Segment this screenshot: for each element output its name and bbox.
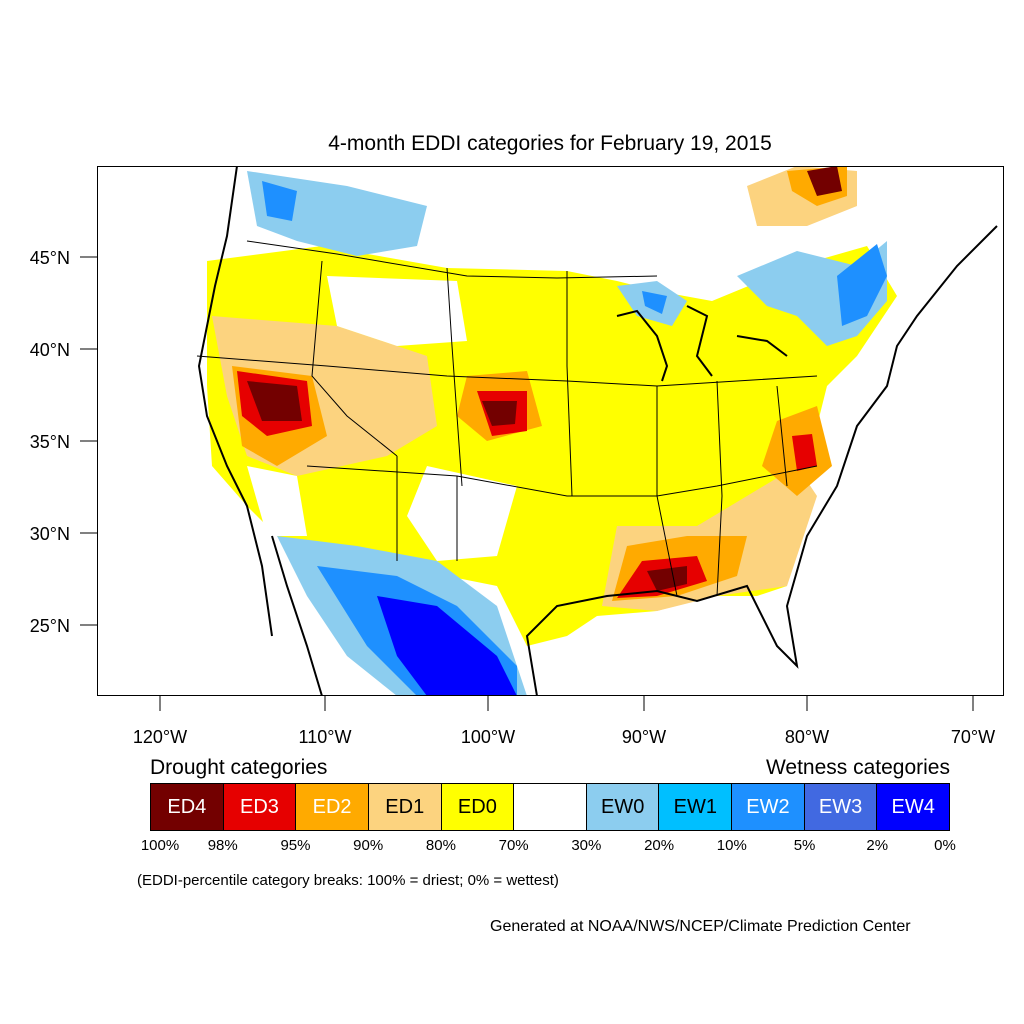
lon-ticks — [159, 695, 974, 711]
legend-break-label: 10% — [716, 837, 747, 854]
wetness-heading: Wetness categories — [765, 756, 950, 779]
legend-break-label: 95% — [280, 837, 311, 854]
lon-label: 90°W — [621, 727, 667, 747]
legend-break-label: 2% — [866, 837, 889, 854]
legend-swatch-ew1: EW1 — [659, 784, 733, 830]
lon-label: 100°W — [460, 727, 516, 747]
lat-label: 45°N — [29, 248, 70, 268]
lon-label: 110°W — [298, 727, 352, 747]
lon-label: 80°W — [784, 727, 830, 747]
credit-line: Generated at NOAA/NWS/NCEP/Climate Predi… — [490, 918, 911, 935]
legend-swatch-ed4: ED4 — [151, 784, 224, 830]
legend-swatch-ed2: ED2 — [296, 784, 369, 830]
lat-ticks — [80, 256, 97, 626]
map-title: 4-month EDDI categories for February 19,… — [328, 132, 772, 155]
legend-colorbar: ED4 ED3 ED2 ED1 ED0 EW0 EW1 EW2 EW3 EW4 — [150, 783, 950, 831]
coastlines — [197, 166, 998, 696]
lat-label: 25°N — [29, 616, 70, 636]
legend-swatch-ew0: EW0 — [586, 784, 660, 830]
legend-break-label: 20% — [644, 837, 675, 854]
legend-break-label: 98% — [207, 837, 238, 854]
legend-break-label: 90% — [353, 837, 384, 854]
lat-label: 40°N — [29, 340, 70, 360]
legend-break-label: 0% — [934, 837, 956, 854]
lon-label: 70°W — [950, 727, 996, 747]
legend-swatch-ew2: EW2 — [732, 784, 805, 830]
legend-swatch-ed1: ED1 — [368, 784, 442, 830]
legend-swatch-neutral — [514, 784, 587, 830]
eddi-map — [97, 166, 1004, 696]
boundary-lines — [196, 240, 818, 597]
legend-break-label: 100% — [140, 837, 180, 854]
category-shading — [207, 166, 897, 696]
legend-swatch-ew3: EW3 — [804, 784, 878, 830]
lat-label: 30°N — [29, 524, 70, 544]
legend-swatch-ed0: ED0 — [441, 784, 515, 830]
category-note: (EDDI-percentile category breaks: 100% =… — [137, 872, 559, 889]
legend-swatch-ed3: ED3 — [223, 784, 297, 830]
lat-label: 35°N — [29, 432, 70, 452]
lon-label: 120°W — [132, 727, 188, 747]
drought-heading: Drought categories — [150, 756, 328, 779]
legend-break-label: 70% — [498, 837, 529, 854]
legend-break-label: 5% — [793, 837, 816, 854]
legend-break-label: 80% — [425, 837, 456, 854]
map-border — [97, 166, 1004, 696]
legend-break-label: 30% — [571, 837, 602, 854]
legend-swatch-ew4: EW4 — [877, 784, 950, 830]
